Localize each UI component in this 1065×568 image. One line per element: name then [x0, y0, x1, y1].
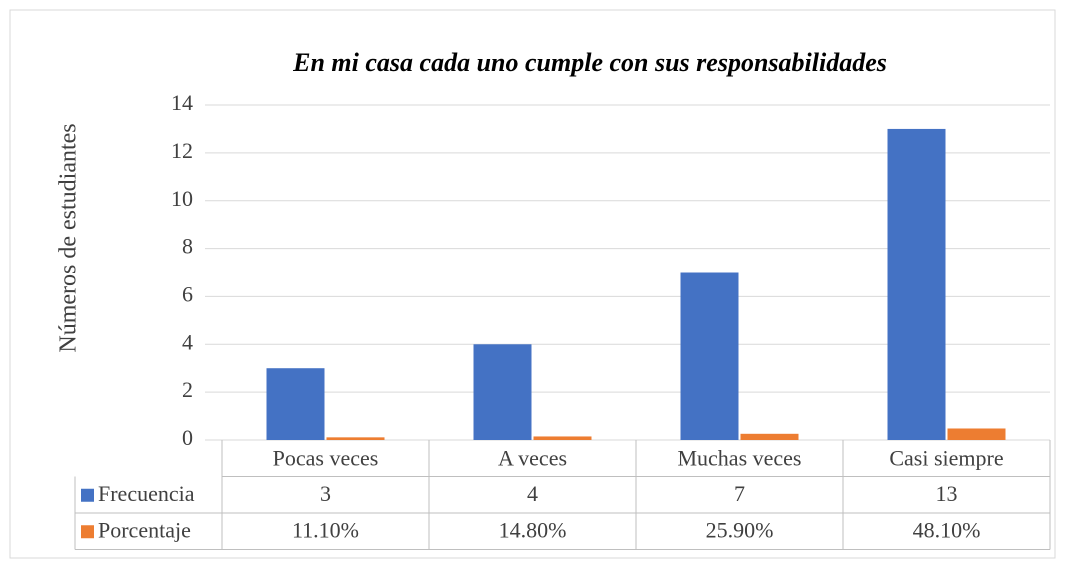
bar: [533, 436, 592, 440]
legend-label: Porcentaje: [98, 517, 191, 542]
bar: [326, 437, 385, 440]
legend-key: [81, 488, 94, 502]
table-value: 13: [936, 481, 958, 506]
bar: [740, 433, 799, 440]
y-tick-label: 10: [171, 186, 193, 211]
table-value: 3: [320, 481, 331, 506]
table-value: 7: [734, 481, 745, 506]
bar: [266, 368, 325, 440]
y-tick-label: 8: [182, 234, 193, 259]
y-tick-label: 12: [171, 138, 193, 163]
legend-label: Frecuencia: [98, 481, 195, 506]
y-tick-label: 4: [182, 329, 193, 354]
chart-title: En mi casa cada uno cumple con sus respo…: [292, 48, 887, 77]
legend-key: [81, 525, 94, 539]
table-value: 11.10%: [292, 517, 359, 542]
y-tick-label: 2: [182, 377, 193, 402]
chart-border: [9, 9, 1056, 559]
x-tick-label: Casi siempre: [889, 445, 1003, 470]
y-axis-label: Números de estudiantes: [56, 123, 82, 352]
bar: [473, 344, 532, 440]
x-tick-label: Pocas veces: [273, 445, 379, 470]
table-value: 48.10%: [913, 517, 981, 542]
bar: [887, 128, 946, 440]
bar: [947, 428, 1006, 440]
x-tick-label: A veces: [498, 445, 567, 470]
x-tick-label: Muchas veces: [677, 445, 801, 470]
y-tick-label: 6: [182, 281, 193, 306]
y-tick-label: 14: [171, 90, 193, 115]
bar: [680, 272, 739, 440]
table-value: 14.80%: [499, 517, 567, 542]
y-tick-label: 0: [182, 425, 193, 450]
table-value: 25.90%: [706, 517, 774, 542]
table-value: 4: [527, 481, 538, 506]
